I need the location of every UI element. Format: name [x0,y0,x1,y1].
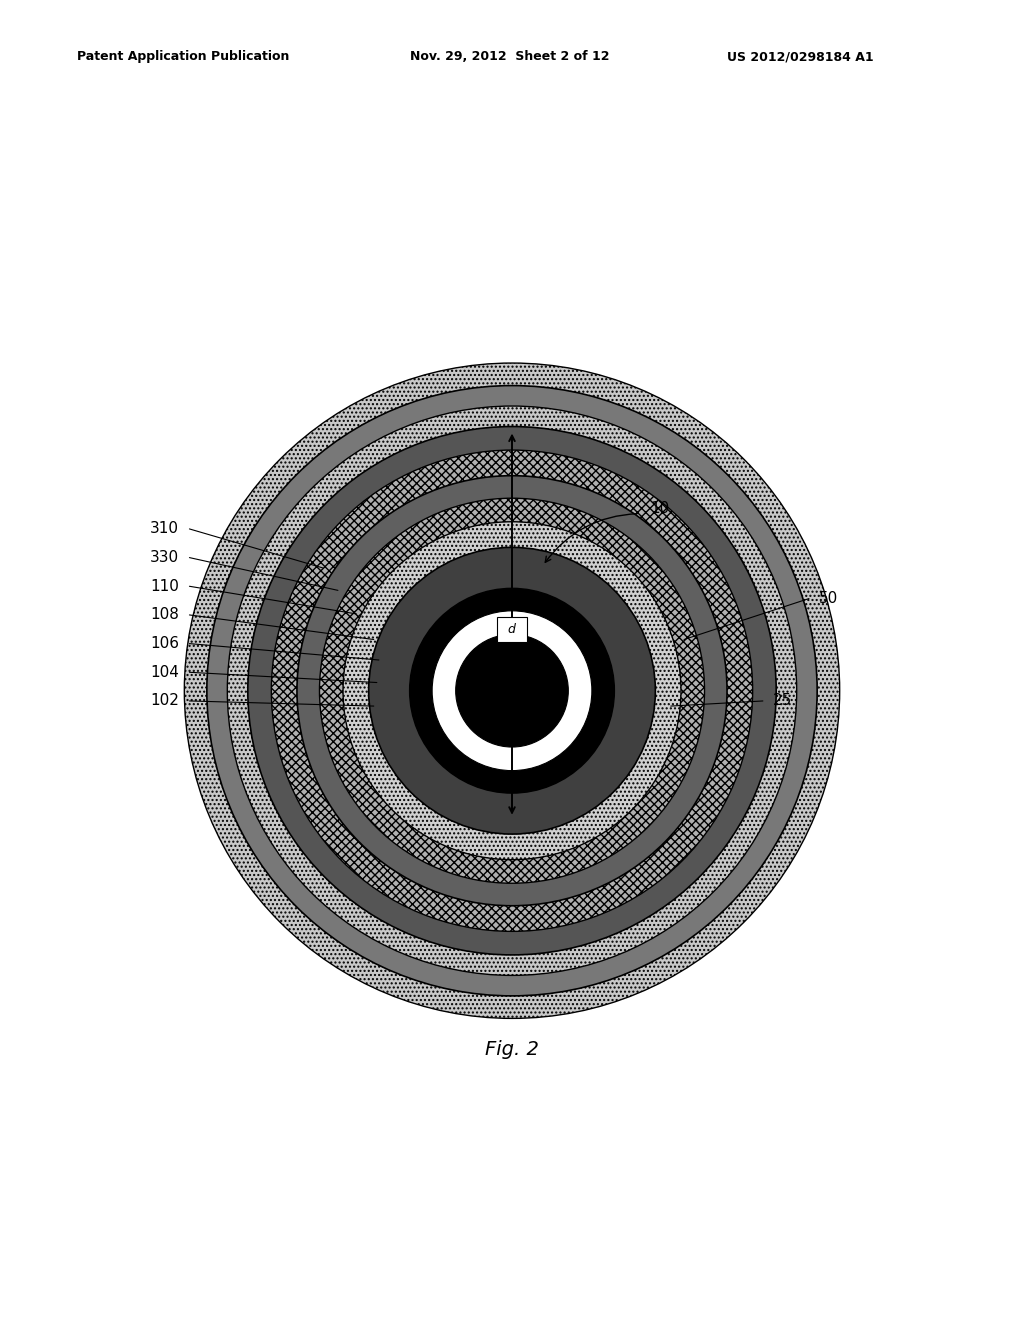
Text: 110: 110 [151,578,179,594]
Text: 50: 50 [819,591,839,606]
Circle shape [343,521,681,859]
Circle shape [184,363,840,1019]
Text: 310: 310 [151,521,179,536]
FancyBboxPatch shape [497,616,527,642]
Text: 10: 10 [650,502,670,516]
Circle shape [319,498,705,883]
Text: $d$: $d$ [507,622,517,636]
Text: 104: 104 [151,665,179,680]
Text: 106: 106 [151,636,179,651]
FancyArrowPatch shape [509,640,515,813]
Circle shape [227,407,797,975]
FancyArrowPatch shape [509,436,515,618]
Text: US 2012/0298184 A1: US 2012/0298184 A1 [727,50,873,63]
Circle shape [410,589,614,793]
Text: Nov. 29, 2012  Sheet 2 of 12: Nov. 29, 2012 Sheet 2 of 12 [410,50,609,63]
Text: 25: 25 [773,693,793,709]
Circle shape [207,385,817,995]
Text: 330: 330 [151,550,179,565]
Circle shape [432,611,592,771]
Circle shape [369,548,655,834]
Circle shape [271,450,753,932]
FancyArrowPatch shape [545,513,637,562]
Text: Fig. 2: Fig. 2 [485,1040,539,1059]
Text: 102: 102 [151,693,179,709]
Circle shape [248,426,776,954]
Circle shape [297,475,727,906]
Text: 108: 108 [151,607,179,623]
Circle shape [456,635,568,747]
Text: Patent Application Publication: Patent Application Publication [77,50,289,63]
